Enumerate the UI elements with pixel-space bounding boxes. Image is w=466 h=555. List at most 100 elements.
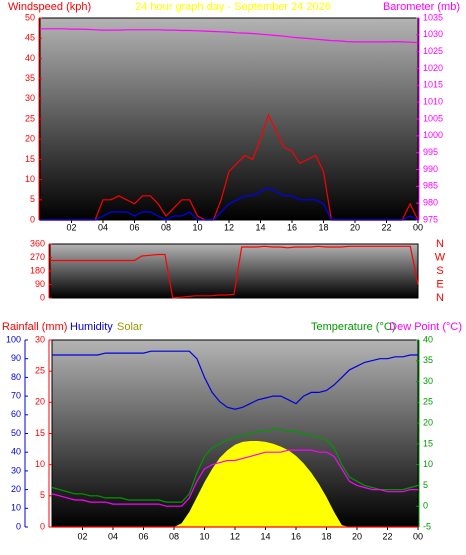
y-tick-label: 5 <box>30 194 35 204</box>
y-tick-label: 50 <box>25 12 35 22</box>
header-label: Temperature (°C) <box>311 321 395 333</box>
y-tick-label: 1000 <box>423 130 443 140</box>
header-label: Windspeed (kph) <box>8 1 91 13</box>
area <box>52 441 418 527</box>
y-tick-label: 30 <box>11 465 21 475</box>
compass-label: S <box>436 265 443 277</box>
header-label: 24 hour graph day - September 24 2026 <box>135 1 331 13</box>
y-tick-label: 35 <box>423 355 433 365</box>
line <box>52 350 418 410</box>
x-tick-label: 12 <box>224 222 234 232</box>
y-tick-label: 995 <box>423 147 438 157</box>
x-tick-label: 22 <box>382 531 392 541</box>
x-tick-label: 06 <box>138 531 148 541</box>
y-tick-label: 1035 <box>423 12 443 22</box>
x-tick-label: 04 <box>108 531 118 541</box>
line <box>40 28 419 44</box>
x-tick-label: 14 <box>260 531 270 541</box>
y-tick-label: 1025 <box>423 46 443 56</box>
x-tick-label: 02 <box>77 531 87 541</box>
header-label: Humidity <box>70 321 113 333</box>
y-tick-label: 0 <box>40 521 45 531</box>
y-tick-label: 15 <box>423 438 433 448</box>
y-tick-label: 20 <box>25 134 35 144</box>
y-tick-label: 10 <box>11 503 21 513</box>
compass-label: E <box>436 278 443 290</box>
y-tick-label: 1010 <box>423 97 443 107</box>
y-tick-label: 25 <box>423 397 433 407</box>
y-tick-label: 60 <box>11 409 21 419</box>
x-tick-label: 18 <box>318 222 328 232</box>
y-tick-label: 180 <box>30 265 45 275</box>
line <box>50 245 419 299</box>
y-tick-label: 40 <box>423 334 433 344</box>
y-tick-label: 20 <box>35 397 45 407</box>
header-label: Barometer (mb) <box>383 1 460 13</box>
y-tick-label: 90 <box>35 279 45 289</box>
x-tick-label: 00 <box>413 531 423 541</box>
header-label: Dew Point (°C) <box>389 321 462 333</box>
y-tick-label: 270 <box>30 252 45 262</box>
x-tick-label: 10 <box>192 222 202 232</box>
compass-label: W <box>435 251 446 263</box>
y-tick-label: 40 <box>11 447 21 457</box>
x-tick-label: 08 <box>161 222 171 232</box>
compass-label: N <box>436 238 444 250</box>
x-tick-label: 20 <box>352 531 362 541</box>
y-tick-label: 1015 <box>423 80 443 90</box>
y-tick-label: 0 <box>30 214 35 224</box>
line <box>40 187 419 221</box>
y-tick-label: 5 <box>423 480 428 490</box>
y-tick-label: 360 <box>30 238 45 248</box>
y-tick-label: 20 <box>423 417 433 427</box>
x-tick-label: 12 <box>230 531 240 541</box>
y-tick-label: 980 <box>423 198 438 208</box>
plot-area <box>39 17 419 221</box>
y-tick-label: 1030 <box>423 29 443 39</box>
x-tick-label: 00 <box>413 222 423 232</box>
y-tick-label: 30 <box>25 93 35 103</box>
y-tick-label: 5 <box>40 490 45 500</box>
x-tick-label: 10 <box>199 531 209 541</box>
y-tick-label: 10 <box>423 459 433 469</box>
y-tick-label: 10 <box>35 459 45 469</box>
x-tick-label: 20 <box>350 222 360 232</box>
x-tick-label: 18 <box>321 531 331 541</box>
compass-label: N <box>436 292 444 304</box>
y-tick-label: 80 <box>11 372 21 382</box>
x-tick-label: 16 <box>287 222 297 232</box>
y-tick-label: 30 <box>35 334 45 344</box>
y-tick-label: 0 <box>16 521 21 531</box>
y-tick-label: 975 <box>423 214 438 224</box>
y-tick-label: 70 <box>11 390 21 400</box>
y-tick-label: 25 <box>25 113 35 123</box>
y-tick-label: 0 <box>423 501 428 511</box>
y-tick-label: 985 <box>423 181 438 191</box>
y-tick-label: 20 <box>11 484 21 494</box>
y-tick-label: 30 <box>423 376 433 386</box>
y-tick-label: 40 <box>25 53 35 63</box>
y-tick-label: 35 <box>25 73 35 83</box>
y-tick-label: 50 <box>11 428 21 438</box>
y-tick-label: -5 <box>423 521 431 531</box>
x-tick-label: 22 <box>381 222 391 232</box>
y-tick-label: 1005 <box>423 113 443 123</box>
y-tick-label: 25 <box>35 366 45 376</box>
y-tick-label: 1020 <box>423 63 443 73</box>
y-tick-label: 10 <box>25 174 35 184</box>
y-tick-label: 90 <box>11 353 21 363</box>
x-tick-label: 02 <box>66 222 76 232</box>
x-tick-label: 14 <box>255 222 265 232</box>
line <box>51 428 419 503</box>
y-tick-label: 15 <box>25 154 35 164</box>
y-tick-label: 100 <box>6 334 21 344</box>
header-label: Solar <box>117 321 143 333</box>
y-tick-label: 45 <box>25 33 35 43</box>
line <box>51 449 418 507</box>
x-tick-label: 04 <box>98 222 108 232</box>
x-tick-label: 06 <box>129 222 139 232</box>
y-tick-label: 15 <box>35 428 45 438</box>
header-label: Rainfall (mm) <box>2 321 67 333</box>
y-tick-label: 990 <box>423 164 438 174</box>
